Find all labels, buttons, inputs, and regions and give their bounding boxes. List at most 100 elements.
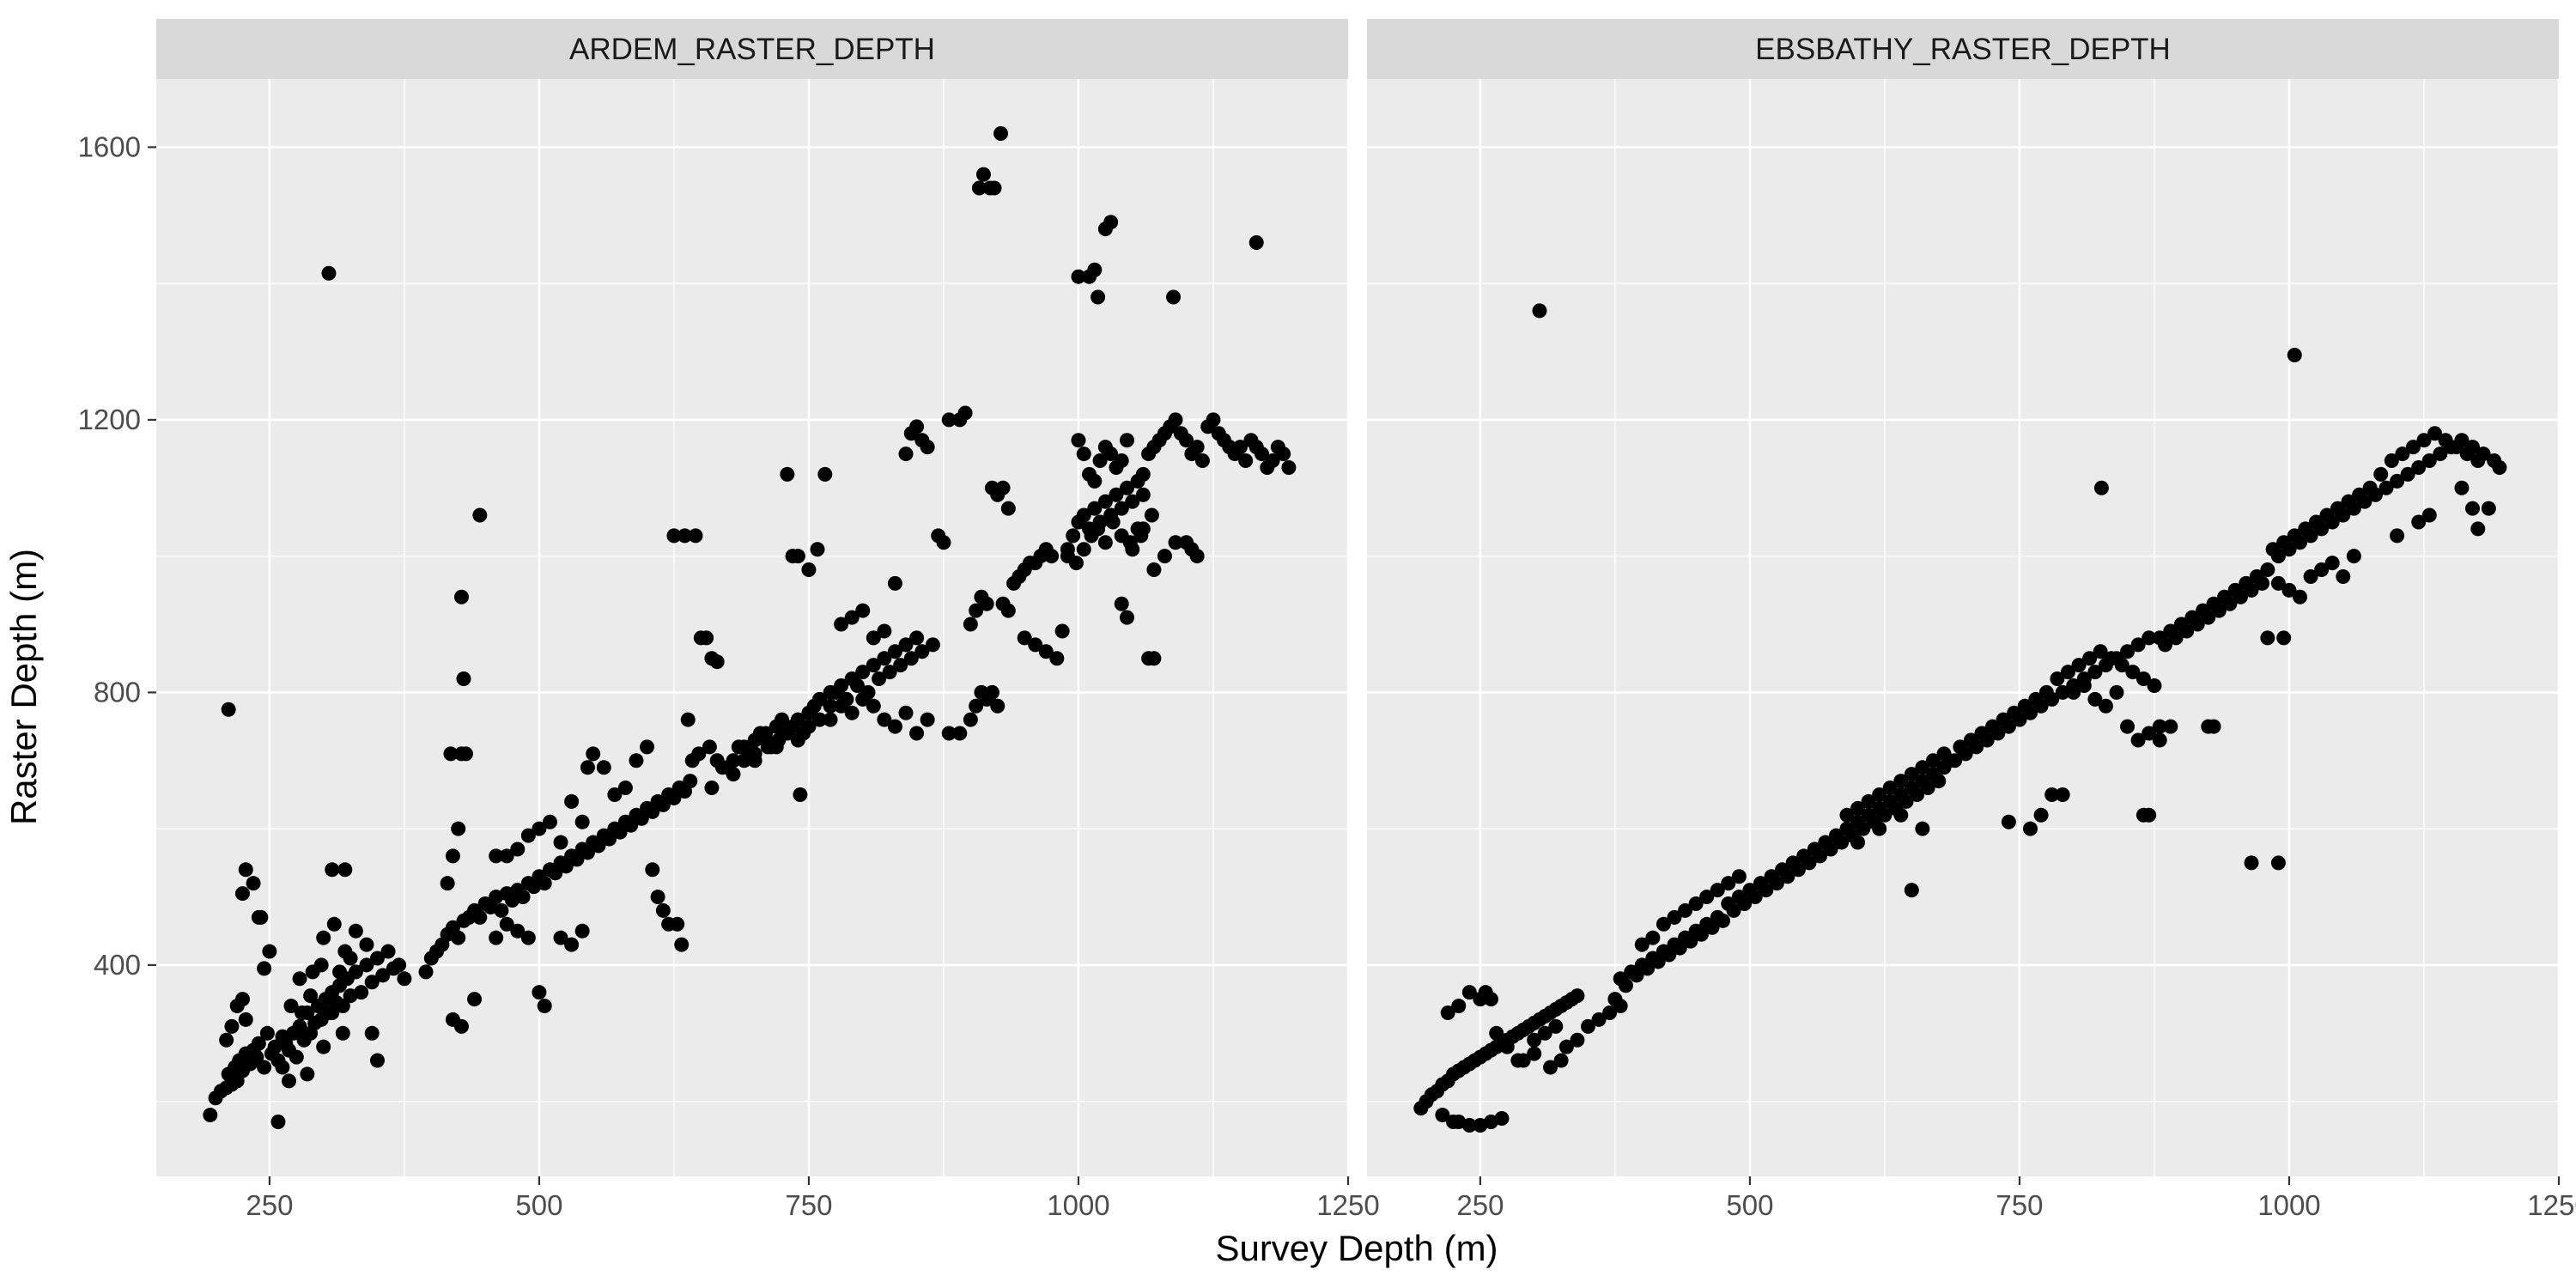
data-point [1634,937,1649,952]
data-point [1144,507,1159,523]
data-point [2287,347,2302,362]
facet-panel-2: EBSBATHY_RASTER_DEPTH 250 500 750 1000 1250 [1367,19,2576,1221]
data-point [2130,637,2146,653]
data-point [699,630,714,646]
x-tick-label: 500 [1726,1189,1773,1221]
data-point [2411,514,2427,530]
x-tick-label: 1250 [2527,1189,2576,1221]
data-point [2416,433,2432,448]
data-point [283,999,299,1014]
data-point [238,862,253,878]
data-point [289,1049,304,1065]
data-point [1105,514,1121,530]
data-point [1904,767,1919,782]
data-point [251,1036,266,1051]
data-point [489,848,504,864]
data-point [1893,807,1909,823]
data-point [2044,691,2060,707]
y-tick-label: 1200 [78,404,141,435]
data-point [2390,528,2405,544]
data-point [1066,528,1081,544]
data-point [1640,961,1656,976]
data-point [234,886,250,902]
data-point [332,964,348,980]
data-point [2087,665,2103,680]
data-point [1076,542,1091,557]
data-point [1451,999,1467,1014]
data-point [1087,262,1103,277]
data-point [2293,589,2308,605]
data-point [801,562,817,578]
data-point [2023,821,2038,836]
data-point [1872,821,1887,836]
data-point [2190,617,2205,632]
x-tick-label: 1250 [1316,1189,1379,1221]
data-point [1823,841,1838,857]
data-point [844,705,860,720]
data-point [1629,968,1644,983]
data-point [1780,869,1795,884]
data-point [2352,487,2367,502]
data-point [1839,807,1855,823]
data-point [975,167,991,182]
data-point [963,617,978,632]
data-point [2449,440,2464,455]
data-point [451,930,466,945]
data-point [957,405,973,421]
data-point [1704,920,1720,935]
data-point [1591,1012,1607,1027]
data-point [337,862,353,878]
data-point [2336,568,2351,584]
data-point [780,466,795,482]
data-point [515,890,531,905]
data-point [2201,610,2216,625]
data-point [1440,1005,1455,1020]
data-point [1114,501,1129,516]
data-point [453,589,469,605]
data-point [364,1025,380,1041]
data-point [790,549,805,564]
data-point [335,1025,350,1041]
data-point [1133,528,1149,544]
data-point [380,944,396,959]
data-point [2405,440,2421,455]
data-point [1119,433,1134,448]
data-point [510,841,526,857]
data-point [1985,719,2001,734]
data-point [1872,787,1887,802]
data-point [2454,480,2470,495]
data-point [2142,726,2157,741]
data-point [520,930,536,945]
data-point [370,1053,386,1068]
data-point [1189,440,1205,455]
data-point [2060,665,2075,680]
data-point [1618,978,1633,993]
data-point [872,671,887,687]
data-point [2470,521,2486,537]
data-point [963,712,978,727]
data-point [709,654,725,670]
data-point [348,964,363,980]
data-point [629,753,644,769]
data-point [221,702,236,717]
data-point [335,999,350,1014]
data-point [709,753,725,769]
data-point [2255,575,2270,591]
data-point [817,466,833,482]
data-point [1076,507,1091,523]
data-point [510,923,526,939]
x-tick-label: 1000 [1047,1189,1109,1221]
data-point [2109,684,2124,700]
data-point [1996,712,2011,727]
data-point [2384,453,2399,469]
data-point [1856,821,1871,836]
data-point [203,1108,218,1123]
data-point [1527,1032,1542,1048]
data-point [1699,890,1715,905]
data-point [1076,447,1091,462]
data-point [702,739,717,755]
data-point [325,1005,340,1020]
data-point [2276,535,2292,550]
data-point [866,698,881,714]
y-axis: 400 800 1200 1600 [78,131,156,981]
